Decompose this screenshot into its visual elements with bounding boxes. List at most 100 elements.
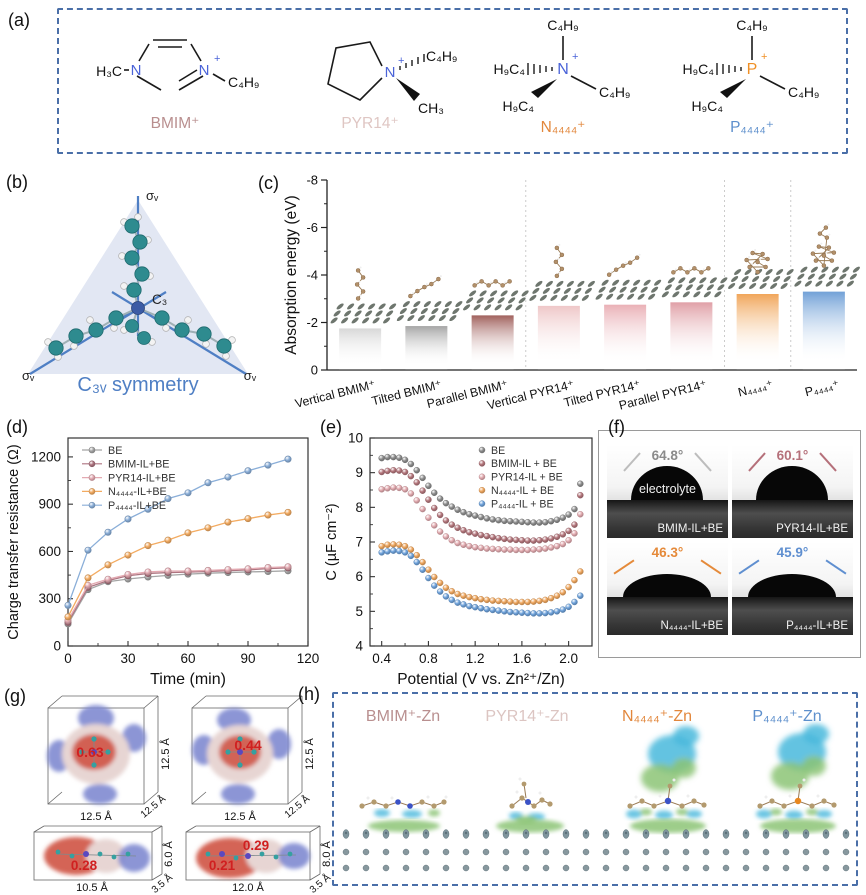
e-data-point (571, 576, 578, 584)
e-data-point (495, 546, 502, 553)
esp-value: 0.63 (76, 744, 103, 760)
zn-substrate (732, 597, 853, 635)
e-data-point (512, 518, 520, 525)
solid-wedge-bond (396, 78, 420, 101)
height-dimension: 12.5 Å (159, 737, 172, 769)
e-data-point (512, 598, 520, 606)
e-data-point (536, 597, 543, 605)
c-ylabel: Absorption energy (eV) (283, 195, 300, 354)
e-data-point (506, 608, 514, 616)
e-data-point (477, 513, 485, 521)
panel-label-h: (h) (298, 684, 320, 704)
e-legend-entry: PYR14-IL + BE (491, 472, 563, 484)
e-data-point (401, 549, 409, 556)
d-data-point (264, 564, 272, 572)
e-data-point (378, 468, 385, 476)
wireframe-box (191, 695, 303, 805)
e-data-point (460, 601, 467, 608)
e-data-point (471, 603, 479, 611)
e-data-point (384, 485, 391, 492)
p-atom-label: P (747, 61, 758, 78)
molecule-sticks (55, 853, 137, 857)
height-dimension: 8.0 Å (320, 840, 333, 866)
e-xtick: 0.4 (372, 651, 391, 666)
c3v-caption: C₃ᵥ symmetry (77, 374, 199, 396)
d-series-line (67, 511, 289, 618)
e-data-point (518, 546, 526, 554)
molecule-atoms (55, 849, 131, 860)
d-data-point (164, 536, 172, 544)
e-data-point (518, 609, 526, 616)
zn-substrate (607, 500, 728, 538)
c-ytick: -8 (306, 173, 318, 188)
d-data-point (104, 561, 112, 569)
d-data-point (224, 566, 232, 574)
e-data-point (559, 589, 567, 596)
d-data-point (184, 489, 192, 497)
panel-label-a: (a) (8, 10, 30, 30)
e-data-point (413, 479, 420, 486)
e-data-point (407, 460, 415, 468)
cation-label: P₄₄₄₄⁺ (730, 119, 774, 136)
n-atom-label: N (557, 61, 569, 78)
butyl-group: C₄H₉ (228, 74, 260, 90)
e-data-point (460, 541, 467, 549)
e-data-point (436, 579, 444, 587)
butyl-group: C₄H₉ (599, 84, 631, 100)
e-data-point (489, 533, 496, 541)
absorption-energy-bar-chart: 0 -2 -4 -6 -8 Absorption energy (eV) Vertical … (283, 173, 861, 413)
capacitance-potential-chart: 0.4 0.8 1.2 1.6 2.0 4 5 6 7 8 9 10 Potential (V vs. … (324, 431, 593, 688)
e-data-point (506, 517, 514, 525)
e-data-point (471, 543, 479, 551)
e-data-point (448, 521, 456, 528)
electrolyte-label: electrolyte (639, 482, 696, 496)
e-data-point (495, 516, 502, 524)
butyl-group: H₉C₄ (692, 98, 724, 114)
e-data-point (506, 598, 514, 605)
e-legend-entry: BMIM-IL + BE (491, 458, 557, 470)
e-data-point (547, 544, 555, 551)
e-data-point (390, 453, 397, 461)
d-xtick: 120 (297, 651, 320, 666)
e-xtick: 0.8 (419, 651, 438, 666)
tangent-line-left (613, 559, 635, 575)
h-label-pyr14: PYR14⁺-Zn (485, 708, 569, 725)
d-data-point (164, 567, 172, 575)
d-xtick: 90 (240, 651, 255, 666)
e-data-point (442, 499, 450, 507)
e-data-point (536, 519, 543, 526)
e-data-point (378, 486, 385, 493)
adsorption-inset (594, 253, 662, 301)
adsorption-inset (462, 279, 530, 312)
methyl-group: CH₃ (418, 100, 444, 116)
e-data-point (495, 597, 502, 605)
e-data-point (542, 536, 549, 543)
d-data-point (124, 551, 132, 559)
d-data-point (204, 479, 212, 487)
e-data-point (553, 592, 561, 599)
e-data-point (436, 511, 444, 519)
contact-angle-image-pyr14: 60.1° PYR14-IL+BE (732, 445, 853, 538)
d-data-point (224, 518, 232, 526)
e-data-point (530, 546, 537, 553)
molecule-n4444: C₄H₉ N + H₉C₄ H₉C₄ C₄H₉ N₄₄₄₄⁺ (494, 17, 631, 136)
panel-label-d: (d) (6, 417, 28, 437)
bar (471, 315, 514, 370)
e-data-point (436, 495, 444, 502)
hash-wedge-bond (716, 63, 742, 75)
e-data-point (448, 537, 456, 544)
e-data-point (483, 532, 491, 540)
droplet (623, 574, 711, 597)
solid-wedge-bond (720, 79, 746, 98)
e-data-point (501, 517, 508, 525)
molecule-bmim: N N + H₃C C₄H₉ BMIM⁺ (96, 39, 260, 132)
e-data-point (577, 480, 584, 488)
e-data-point (407, 546, 415, 553)
e-data-point (454, 524, 461, 532)
e-data-point (477, 595, 485, 603)
h-label-n4444: N₄₄₄₄⁺-Zn (621, 708, 693, 725)
panel-label-e: (e) (320, 417, 342, 437)
width-dimension: 12.5 Å (224, 810, 256, 823)
d-data-point (244, 515, 252, 523)
